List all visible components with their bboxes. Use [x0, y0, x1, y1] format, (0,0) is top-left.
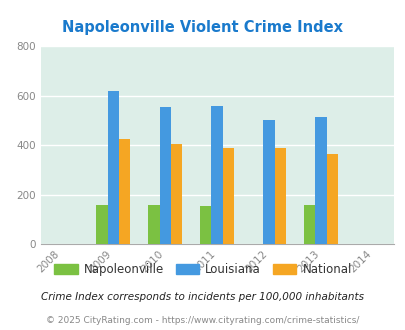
Bar	[119, 139, 130, 244]
Bar	[200, 206, 211, 244]
Bar	[159, 107, 171, 244]
Text: © 2025 CityRating.com - https://www.cityrating.com/crime-statistics/: © 2025 CityRating.com - https://www.city…	[46, 315, 359, 325]
Bar	[315, 117, 326, 244]
Bar	[96, 205, 107, 244]
Legend: Napoleonville, Louisiana, National: Napoleonville, Louisiana, National	[49, 258, 356, 281]
Bar	[222, 148, 234, 244]
Bar	[303, 205, 315, 244]
Text: Crime Index corresponds to incidents per 100,000 inhabitants: Crime Index corresponds to incidents per…	[41, 292, 364, 302]
Bar	[107, 91, 119, 244]
Bar	[274, 148, 286, 244]
Bar	[326, 154, 337, 244]
Text: Napoleonville Violent Crime Index: Napoleonville Violent Crime Index	[62, 20, 343, 35]
Bar	[148, 205, 159, 244]
Bar	[263, 120, 274, 244]
Bar	[211, 106, 222, 244]
Bar	[171, 145, 182, 244]
